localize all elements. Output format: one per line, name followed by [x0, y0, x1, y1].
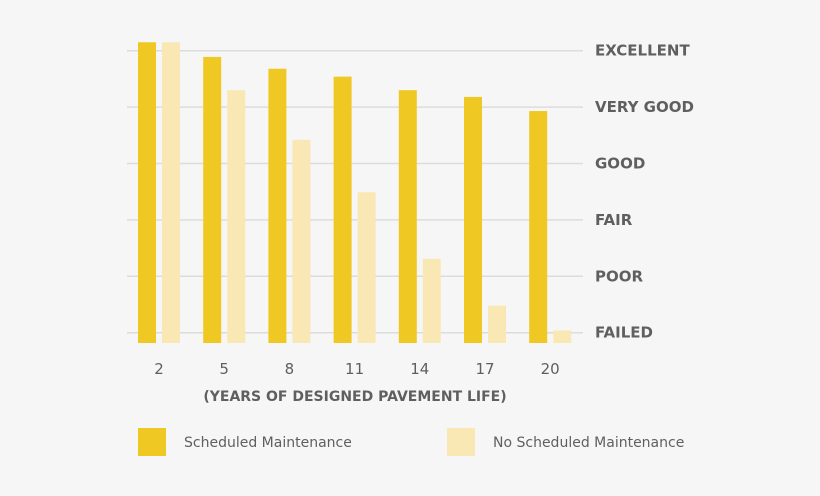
bar-scheduled-8: [268, 68, 287, 344]
bar-no-scheduled-5: [227, 90, 246, 344]
x-tick-label: 5: [219, 360, 229, 378]
legend: Scheduled Maintenance No Scheduled Maint…: [138, 428, 684, 456]
y-tick-label: EXCELLENT: [595, 42, 690, 60]
bar-scheduled-2: [138, 42, 156, 344]
x-tick-label: 11: [345, 360, 364, 378]
legend-label-no-scheduled: No Scheduled Maintenance: [493, 435, 684, 451]
x-tick-label: 8: [285, 360, 295, 378]
bar-scheduled-5: [203, 56, 222, 344]
y-tick-label: POOR: [595, 267, 643, 285]
legend-swatch-scheduled: [138, 428, 166, 456]
bar-scheduled-20: [529, 111, 548, 343]
x-tick-label: 2: [154, 360, 164, 378]
legend-swatch-no-scheduled: [447, 428, 475, 456]
bar-no-scheduled-17: [488, 305, 506, 343]
x-tick-label: 14: [410, 360, 429, 378]
bar-no-scheduled-2: [162, 42, 180, 344]
bar-no-scheduled-14: [422, 258, 441, 343]
y-tick-label: FAIR: [595, 211, 633, 229]
x-tick-label: 17: [475, 360, 494, 378]
legend-label-scheduled: Scheduled Maintenance: [184, 435, 352, 451]
y-tick-label: VERY GOOD: [595, 98, 694, 116]
y-tick-label: FAILED: [595, 324, 653, 342]
bar-no-scheduled-8: [292, 139, 311, 343]
y-tick-label: GOOD: [595, 155, 645, 173]
bar-scheduled-14: [398, 90, 417, 344]
bar-no-scheduled-11: [357, 192, 376, 343]
bar-scheduled-11: [333, 76, 352, 344]
x-axis-title: (YEARS OF DESIGNED PAVEMENT LIFE): [203, 389, 506, 405]
bar-no-scheduled-20: [553, 330, 572, 343]
x-tick-label: 20: [541, 360, 560, 378]
bar-scheduled-17: [464, 96, 482, 343]
